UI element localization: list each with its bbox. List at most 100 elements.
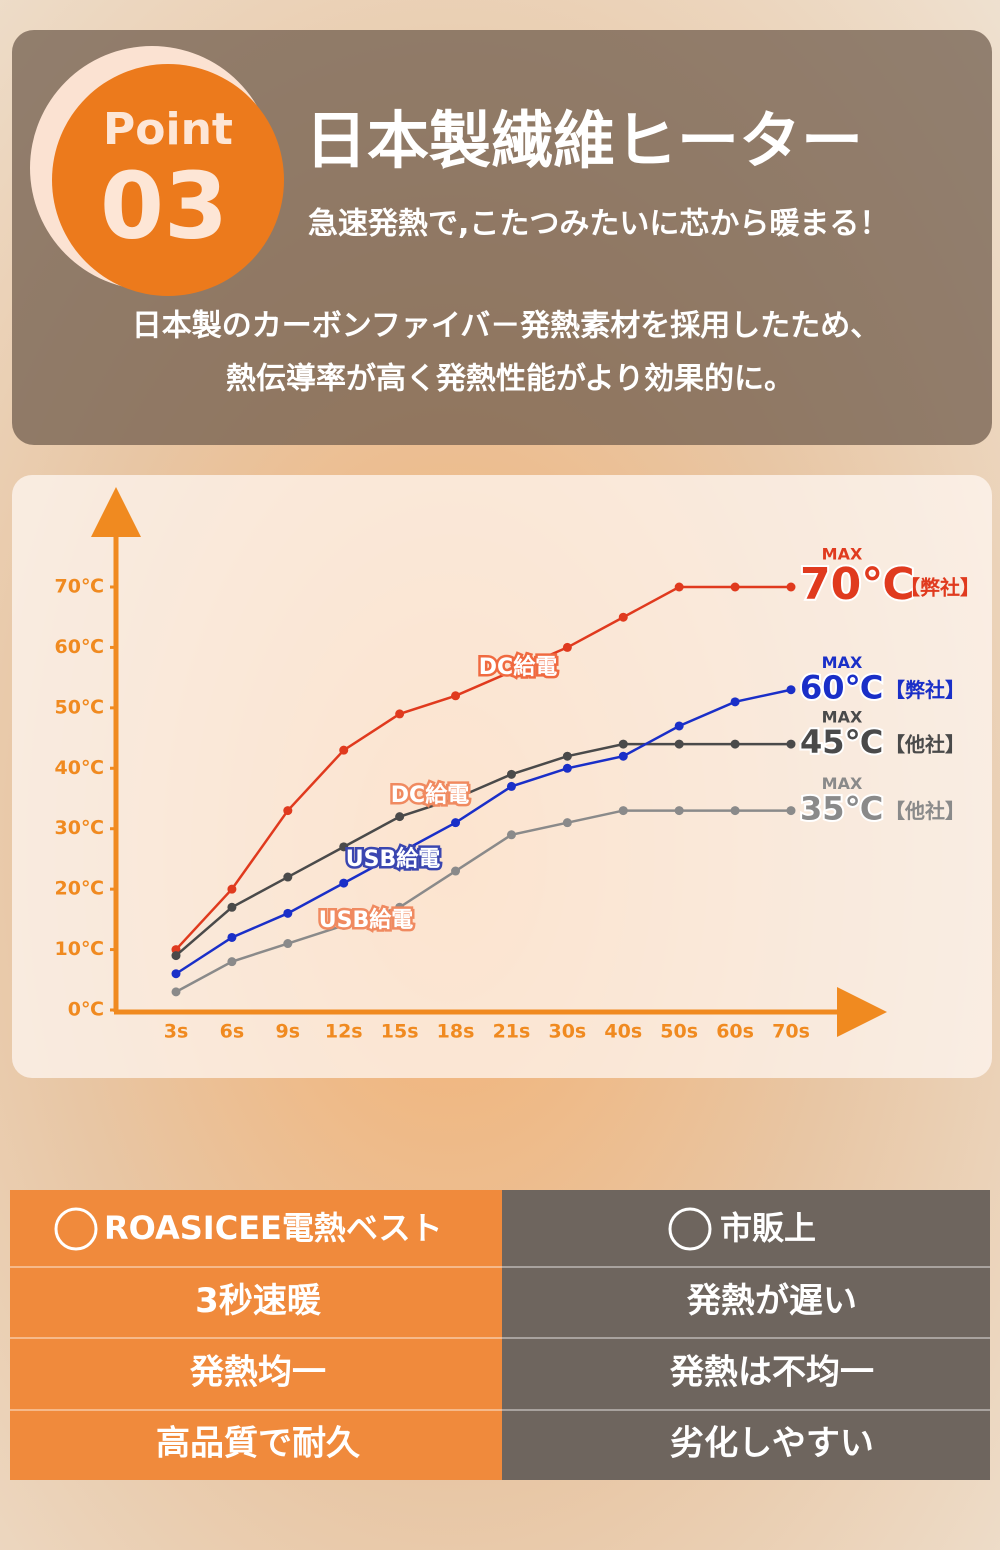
data-point bbox=[562, 642, 572, 652]
data-point bbox=[674, 582, 684, 592]
data-point bbox=[506, 769, 516, 779]
series-line bbox=[175, 688, 792, 975]
max-label: 45℃ bbox=[800, 723, 883, 761]
data-point bbox=[786, 739, 796, 749]
data-point bbox=[395, 709, 405, 719]
table-cell: 高品質で耐久 bbox=[156, 1424, 360, 1464]
data-point bbox=[395, 902, 405, 912]
data-point bbox=[339, 878, 349, 888]
series-line bbox=[175, 809, 791, 993]
badge-number: 03 bbox=[100, 152, 228, 259]
data-point bbox=[283, 908, 293, 918]
table-header: 市販上 bbox=[720, 1209, 816, 1247]
description: 熱伝導率が高く発熱性能がより効果的に。 bbox=[226, 362, 794, 397]
data-point bbox=[451, 818, 461, 828]
header-icon bbox=[54, 1207, 98, 1251]
series-line bbox=[175, 742, 791, 957]
legend-entry: 【他社】 bbox=[885, 733, 965, 757]
data-point bbox=[674, 739, 684, 749]
table-header: ROASICEE電熱ベスト bbox=[104, 1209, 443, 1247]
series-line bbox=[175, 585, 791, 951]
table-cell: 発熱は不均一 bbox=[670, 1353, 874, 1393]
data-point bbox=[283, 939, 293, 949]
line-label: DC給電 bbox=[391, 782, 469, 808]
line-label: USB給電 bbox=[346, 846, 440, 872]
y-tick-label: 40℃ bbox=[55, 757, 104, 779]
max-label: 35℃ bbox=[800, 790, 883, 828]
data-point bbox=[618, 751, 628, 761]
legend-entry: 【弊社】 bbox=[900, 576, 980, 600]
data-point bbox=[339, 745, 349, 755]
x-tick-label: 40s bbox=[604, 1021, 642, 1043]
data-point bbox=[283, 806, 293, 816]
data-point bbox=[227, 932, 237, 942]
description: 日本製のカーボンファイバ－発熱素材を採用したため、 bbox=[132, 309, 881, 344]
max-prefix: MAX bbox=[822, 774, 863, 793]
title: 日本製繊維ヒーター bbox=[305, 104, 863, 177]
max-prefix: MAX bbox=[822, 653, 863, 672]
badge-word: Point bbox=[103, 104, 233, 155]
data-point bbox=[730, 697, 740, 707]
table-cell: 劣化しやすい bbox=[670, 1424, 874, 1464]
data-point bbox=[283, 872, 293, 882]
y-tick-label: 0℃ bbox=[68, 999, 104, 1021]
data-point bbox=[618, 612, 628, 622]
header-icon bbox=[668, 1207, 712, 1251]
data-point bbox=[451, 794, 461, 803]
x-tick-label: 9s bbox=[276, 1021, 301, 1043]
data-point bbox=[171, 987, 181, 997]
y-tick-label: 30℃ bbox=[55, 817, 104, 839]
data-point bbox=[562, 763, 572, 773]
data-point bbox=[562, 751, 572, 761]
table-column bbox=[502, 1190, 990, 1480]
y-tick-label: 50℃ bbox=[55, 696, 104, 718]
x-tick-label: 6s bbox=[220, 1021, 245, 1043]
x-tick-label: 18s bbox=[437, 1021, 475, 1043]
data-point bbox=[227, 902, 237, 912]
table-column bbox=[10, 1190, 502, 1480]
data-point bbox=[227, 884, 237, 894]
table-cell: 発熱均一 bbox=[190, 1353, 326, 1393]
line-label: DC給電 bbox=[479, 654, 557, 680]
y-tick-label: 10℃ bbox=[55, 938, 104, 960]
data-point bbox=[395, 812, 405, 822]
table-cell: 発熱が遅い bbox=[687, 1281, 857, 1321]
y-tick-label: 20℃ bbox=[55, 878, 104, 900]
data-point bbox=[506, 781, 516, 791]
y-tick-label: 70℃ bbox=[55, 576, 104, 598]
data-point bbox=[730, 739, 740, 749]
x-tick-label: 60s bbox=[716, 1021, 754, 1043]
table-cell: 3秒速暖 bbox=[195, 1281, 322, 1321]
data-point bbox=[786, 685, 796, 695]
chart: 0℃ 10℃ 20℃ 30℃ 40℃ 50℃ 60℃ 70℃ 3s 6s 9s 12s 15s 18s 21… bbox=[55, 545, 980, 1043]
data-point bbox=[618, 806, 628, 816]
data-point bbox=[339, 842, 349, 852]
subtitle: 急速発熱で,こたつみたいに芯から暖まる！ bbox=[308, 207, 889, 242]
data-point bbox=[171, 951, 181, 961]
max-prefix: MAX bbox=[822, 708, 863, 727]
x-tick-label: 30s bbox=[548, 1021, 586, 1043]
x-tick-label: 3s bbox=[164, 1021, 189, 1043]
data-point bbox=[618, 739, 628, 749]
data-point bbox=[451, 866, 461, 876]
line-label: USB給電 bbox=[319, 907, 413, 933]
max-label: 70℃ bbox=[800, 559, 915, 610]
legend-entry: 【弊社】 bbox=[885, 678, 965, 702]
data-point bbox=[730, 582, 740, 592]
x-tick-label: 70s bbox=[772, 1021, 810, 1043]
x-tick-label: 21s bbox=[493, 1021, 531, 1043]
y-tick-label: 60℃ bbox=[55, 636, 104, 658]
x-tick-label: 15s bbox=[381, 1021, 419, 1043]
data-point bbox=[451, 691, 461, 701]
max-prefix: MAX bbox=[822, 545, 863, 564]
badge bbox=[52, 64, 284, 296]
data-point bbox=[395, 848, 405, 858]
x-tick-label: 50s bbox=[660, 1021, 698, 1043]
data-point bbox=[786, 806, 796, 816]
x-tick-label: 12s bbox=[325, 1021, 363, 1043]
data-point bbox=[674, 806, 684, 816]
data-point bbox=[506, 667, 516, 677]
